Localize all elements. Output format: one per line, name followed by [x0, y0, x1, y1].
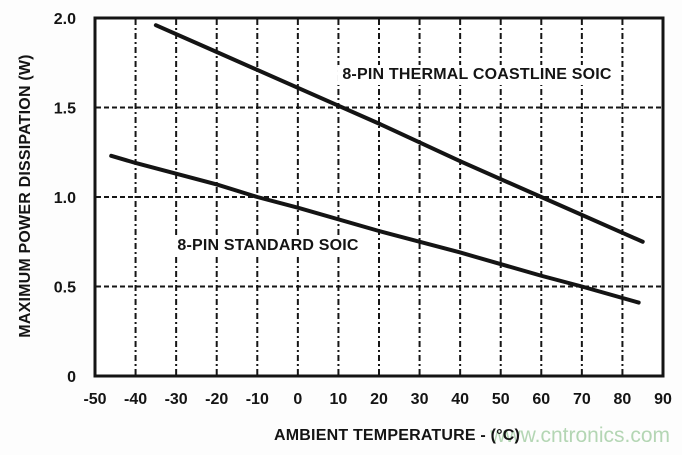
series-annotation: 8-PIN THERMAL COASTLINE SOIC	[337, 65, 617, 85]
x-tick-label: 10	[330, 391, 348, 408]
series-annotation: 8-PIN STANDARD SOIC	[172, 236, 364, 256]
series-line	[109, 153, 641, 305]
x-tick-label: 70	[573, 391, 591, 408]
x-tick-label: -30	[165, 391, 188, 408]
x-tick-label: -10	[246, 391, 269, 408]
x-tick-label: 50	[492, 391, 510, 408]
y-tick-label: 0.5	[54, 280, 76, 297]
y-tick-label: 0	[67, 369, 76, 386]
x-tick-label: 60	[532, 391, 550, 408]
x-tick-label: 40	[451, 391, 469, 408]
x-tick-label: 90	[654, 391, 672, 408]
y-axis-title: MAXIMUM POWER DISSIPATION (W)	[17, 54, 34, 338]
x-tick-label: 20	[370, 391, 388, 408]
watermark-text: www.cntronics.com	[490, 424, 670, 447]
y-tick-label: 1.5	[54, 101, 76, 118]
y-tick-label: 1.0	[54, 190, 76, 207]
axis-frame	[93, 16, 665, 378]
x-axis-title: AMBIENT TEMPERATURE - (°C)	[274, 427, 520, 444]
x-tick-label: -20	[205, 391, 228, 408]
x-tick-label: 0	[293, 391, 302, 408]
x-tick-label: -50	[83, 391, 106, 408]
x-tick-label: 30	[411, 391, 429, 408]
x-tick-label: -40	[124, 391, 147, 408]
series-line	[153, 23, 645, 244]
y-tick-label: 2.0	[54, 11, 76, 28]
x-tick-label: 80	[614, 391, 632, 408]
